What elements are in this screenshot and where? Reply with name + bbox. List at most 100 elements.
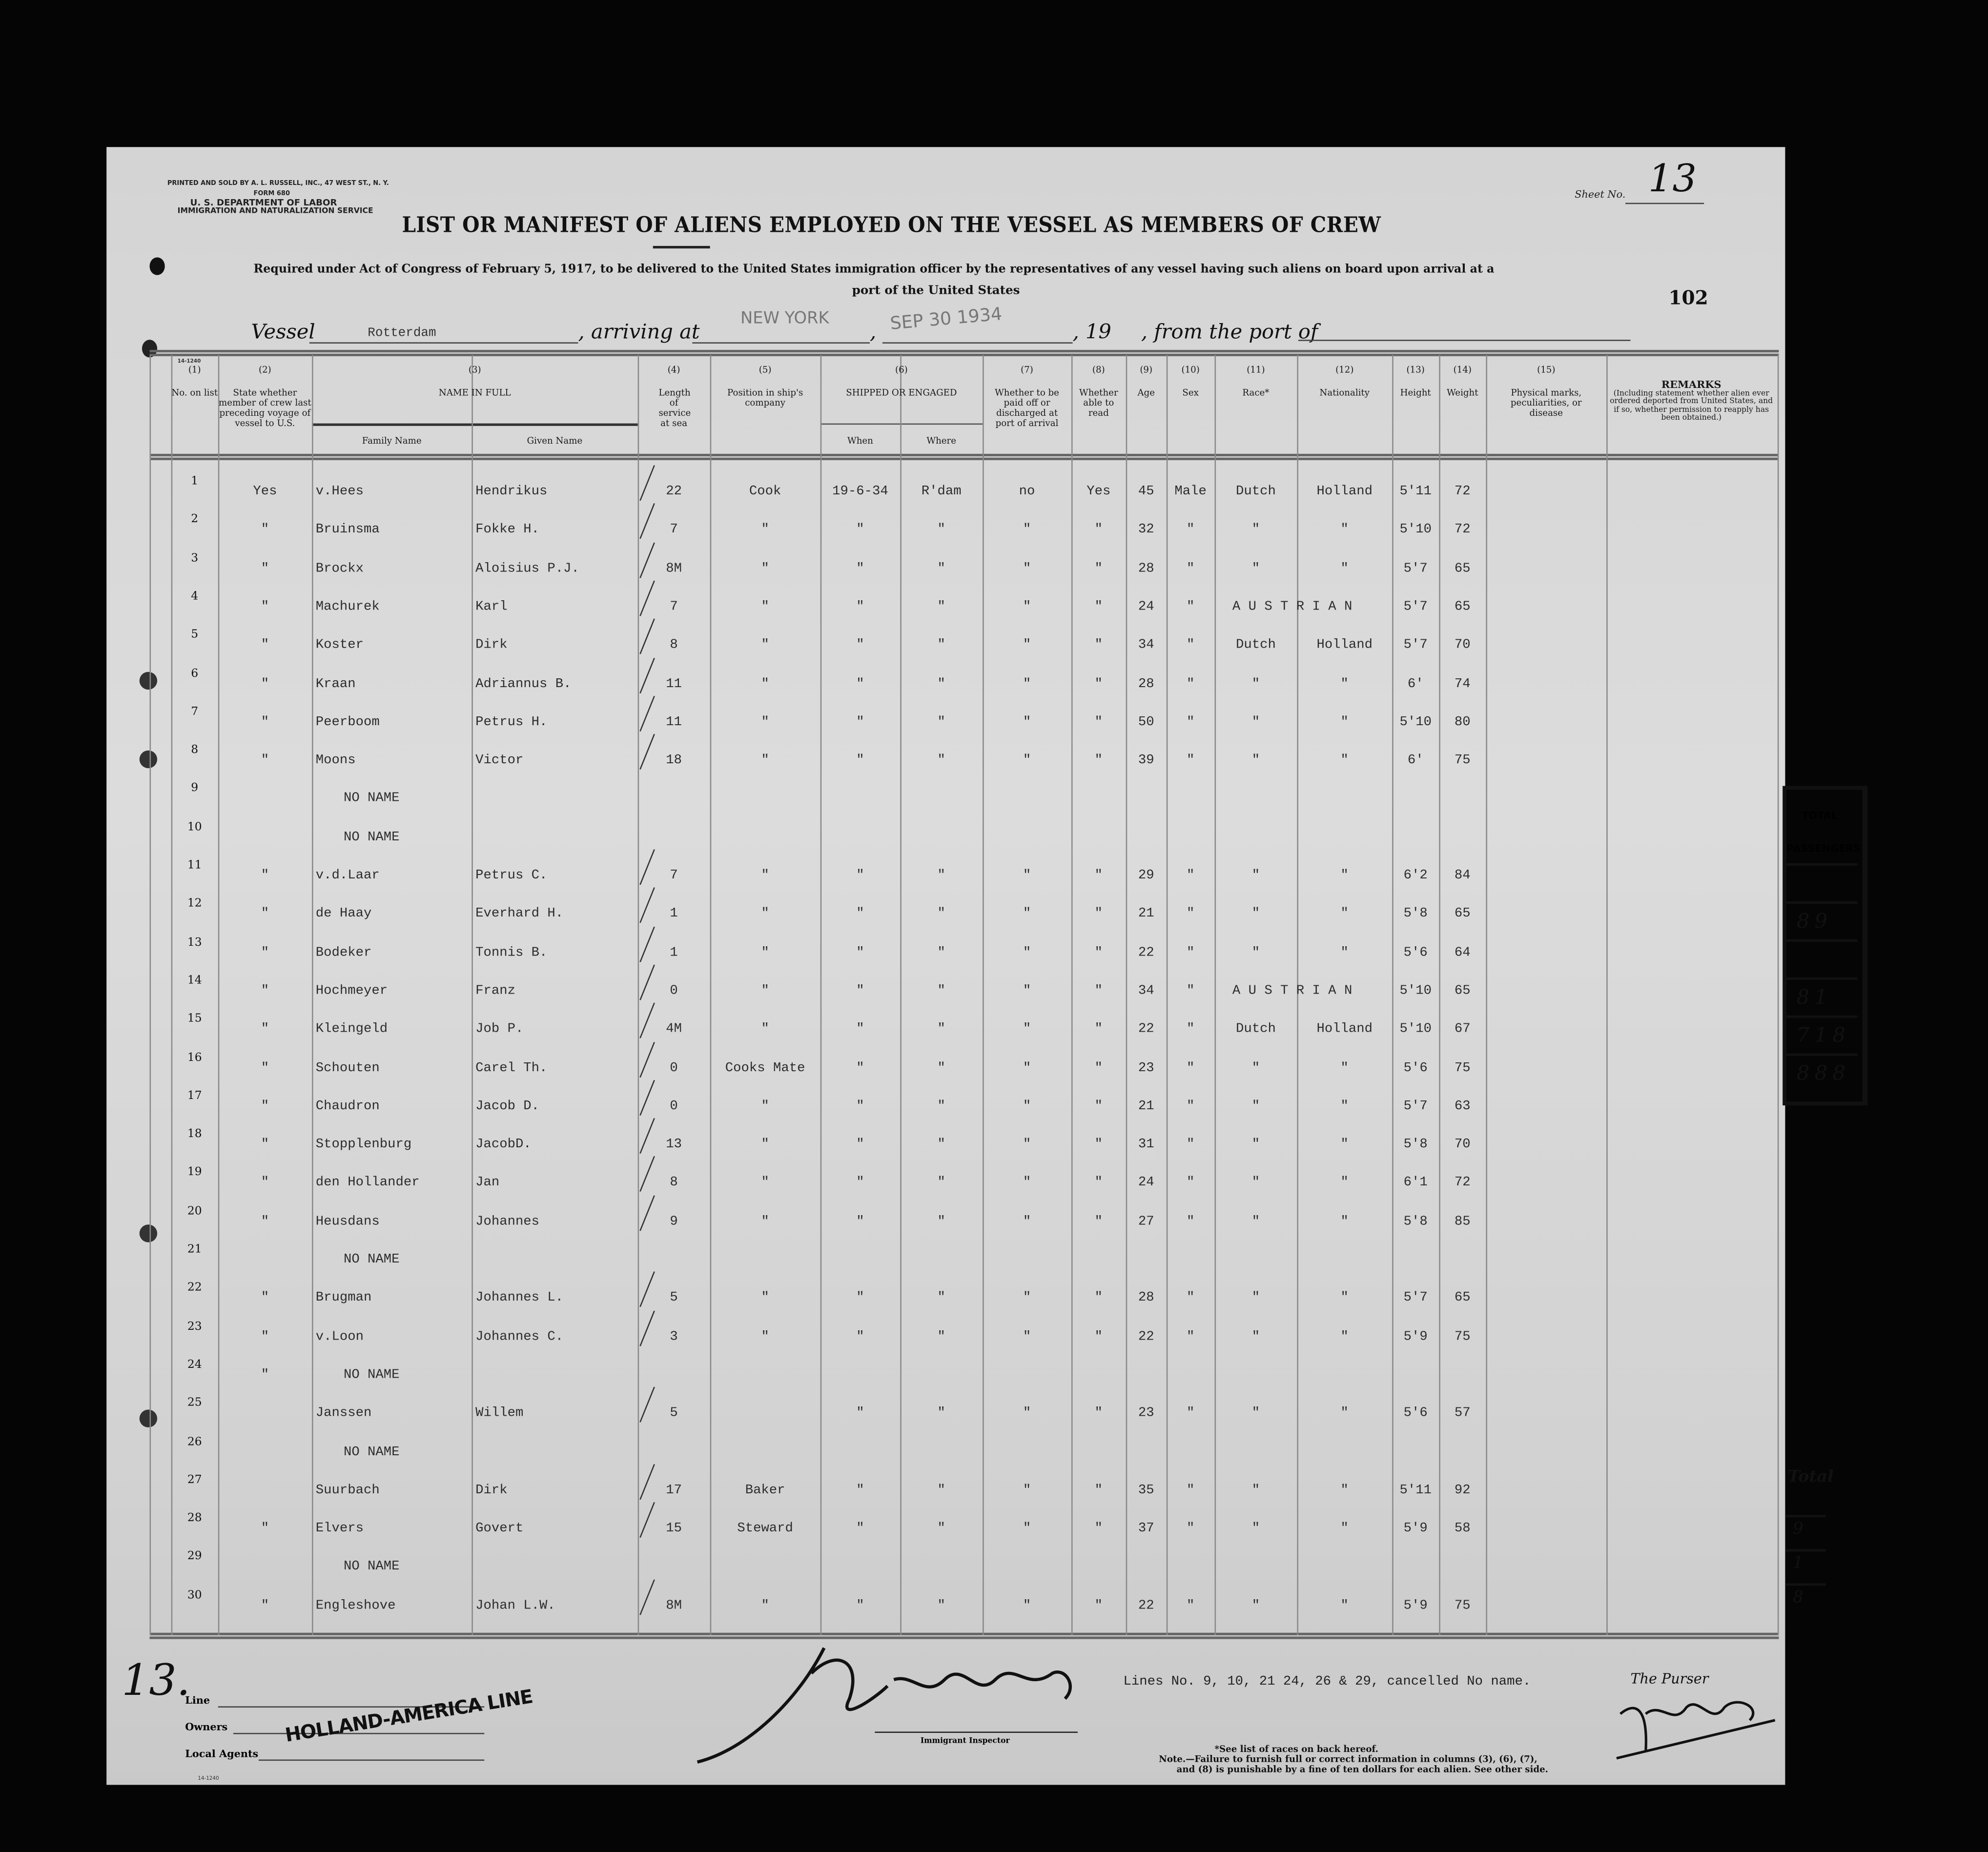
length-of-service-cell: 7 (670, 522, 678, 538)
position-cell (710, 1442, 820, 1463)
length-of-service-cell (638, 1442, 710, 1463)
position-cell (710, 1365, 820, 1385)
race-cell: " (1251, 1406, 1260, 1422)
position-cell: " (761, 1598, 769, 1613)
column-rule (983, 355, 984, 1635)
family-name-cell: NO NAME (343, 1444, 400, 1460)
header-given-name: Given Name (527, 436, 583, 447)
from-port-label: , from the port of (1141, 319, 1318, 344)
paid-off-cell: " (1023, 1099, 1031, 1114)
vessel-label: Vessel (251, 319, 315, 344)
age-cell: 28 (1138, 561, 1154, 576)
height-cell (1392, 1365, 1439, 1385)
able-to-read-cell: " (1094, 1137, 1103, 1153)
family-name-cell: Heusdans (315, 1214, 380, 1229)
able-to-read-cell: " (1094, 907, 1103, 922)
nationality-cell (1297, 981, 1392, 1001)
no-on-list-cell: 10 (187, 821, 202, 834)
family-name-cell: NO NAME (343, 830, 400, 845)
column-rule (1126, 355, 1127, 1635)
weight-cell (1439, 1442, 1486, 1463)
family-name-cell: Kleingeld (315, 1022, 388, 1038)
given-name-cell (471, 1250, 641, 1270)
column-rule (1392, 355, 1394, 1635)
shipped-where-cell: " (937, 1137, 945, 1153)
total-rule (1785, 1583, 1826, 1586)
length-of-service-cell: 9 (670, 1214, 678, 1229)
family-name-cell: Peerboom (315, 714, 380, 730)
height-cell (1392, 1442, 1439, 1463)
length-of-service-cell: 0 (670, 983, 678, 999)
age-cell (1126, 827, 1167, 848)
paid-off-cell: " (1023, 983, 1031, 999)
weight-cell: 67 (1454, 1022, 1471, 1038)
nationality-cell: " (1340, 907, 1349, 922)
sex-cell: " (1186, 714, 1195, 730)
position-cell: " (761, 983, 769, 999)
shipped-where-cell: " (937, 753, 945, 769)
family-name-cell: Engleshove (315, 1598, 396, 1613)
shipped-when-cell (820, 789, 901, 810)
given-name-cell: Fokke H. (475, 522, 540, 538)
race-cell (1215, 827, 1297, 848)
race-cell: " (1251, 561, 1260, 576)
column-rule (149, 355, 151, 1635)
given-name-cell (471, 1557, 641, 1578)
header-age: (9) Age (1137, 365, 1155, 398)
family-name-cell: NO NAME (343, 1367, 400, 1383)
list-number: 102 (1668, 286, 1708, 309)
age-cell: 22 (1138, 945, 1154, 960)
paid-off-cell: " (1023, 1406, 1031, 1422)
able-to-read-cell: " (1094, 1483, 1103, 1498)
age-cell: 45 (1138, 484, 1154, 500)
family-name-cell: v.Loon (315, 1329, 364, 1344)
crew-last-voyage-cell: " (261, 983, 269, 999)
height-cell: 6' (1407, 753, 1424, 769)
weight-cell (1439, 1250, 1486, 1270)
family-name-cell: NO NAME (343, 1252, 400, 1268)
column-rule (312, 355, 313, 1635)
race-cell: " (1251, 1137, 1260, 1153)
shipped-where-cell (900, 1557, 983, 1578)
header-family-name: Family Name (362, 436, 422, 447)
height-cell: 5'9 (1403, 1521, 1428, 1537)
weight-cell (1439, 827, 1486, 848)
total-rule (1785, 1515, 1826, 1518)
no-on-list-cell: 22 (187, 1282, 202, 1295)
shipped-when-cell (820, 827, 901, 848)
given-name-cell (471, 827, 641, 848)
weight-cell: 74 (1454, 676, 1471, 692)
paid-off-cell: " (1023, 561, 1031, 576)
length-of-service-cell: 8M (666, 561, 682, 576)
age-cell: 21 (1138, 907, 1154, 922)
department: U. S. DEPARTMENT OF LABOR (190, 198, 337, 208)
sex-cell: " (1186, 907, 1195, 922)
age-cell (1126, 1365, 1167, 1385)
race-cell: " (1251, 907, 1260, 922)
able-to-read-cell: " (1094, 599, 1103, 615)
shipped-when-cell (820, 1442, 901, 1463)
no-on-list-cell: 11 (187, 859, 202, 873)
shipped-when-cell: " (856, 945, 864, 960)
shipped-where-cell: " (937, 1598, 945, 1613)
age-cell: 31 (1138, 1137, 1154, 1153)
race-cell: " (1251, 1099, 1260, 1114)
family-name-cell: v.d.Laar (315, 868, 380, 884)
crew-last-voyage-cell: " (261, 753, 269, 769)
shipped-where-cell (900, 1365, 983, 1385)
nationality-cell: " (1340, 1521, 1349, 1537)
sex-cell: " (1186, 1291, 1195, 1306)
paid-off-cell (983, 1365, 1071, 1385)
no-on-list-cell: 15 (187, 1013, 202, 1026)
race-cell: Dutch (1235, 1022, 1276, 1038)
footer-form-code: 14-1240 (198, 1774, 219, 1781)
race-cell: A U S T R I A N (1232, 983, 1353, 999)
shipped-when-cell: " (856, 561, 864, 576)
requirement-text-2: port of the United States (852, 284, 1020, 298)
shipped-when-cell: 19-6-34 (832, 484, 888, 500)
sex-cell: " (1186, 1598, 1195, 1613)
position-cell: Steward (737, 1521, 793, 1537)
race-cell: " (1251, 522, 1260, 538)
sex-cell: Male (1174, 484, 1207, 500)
